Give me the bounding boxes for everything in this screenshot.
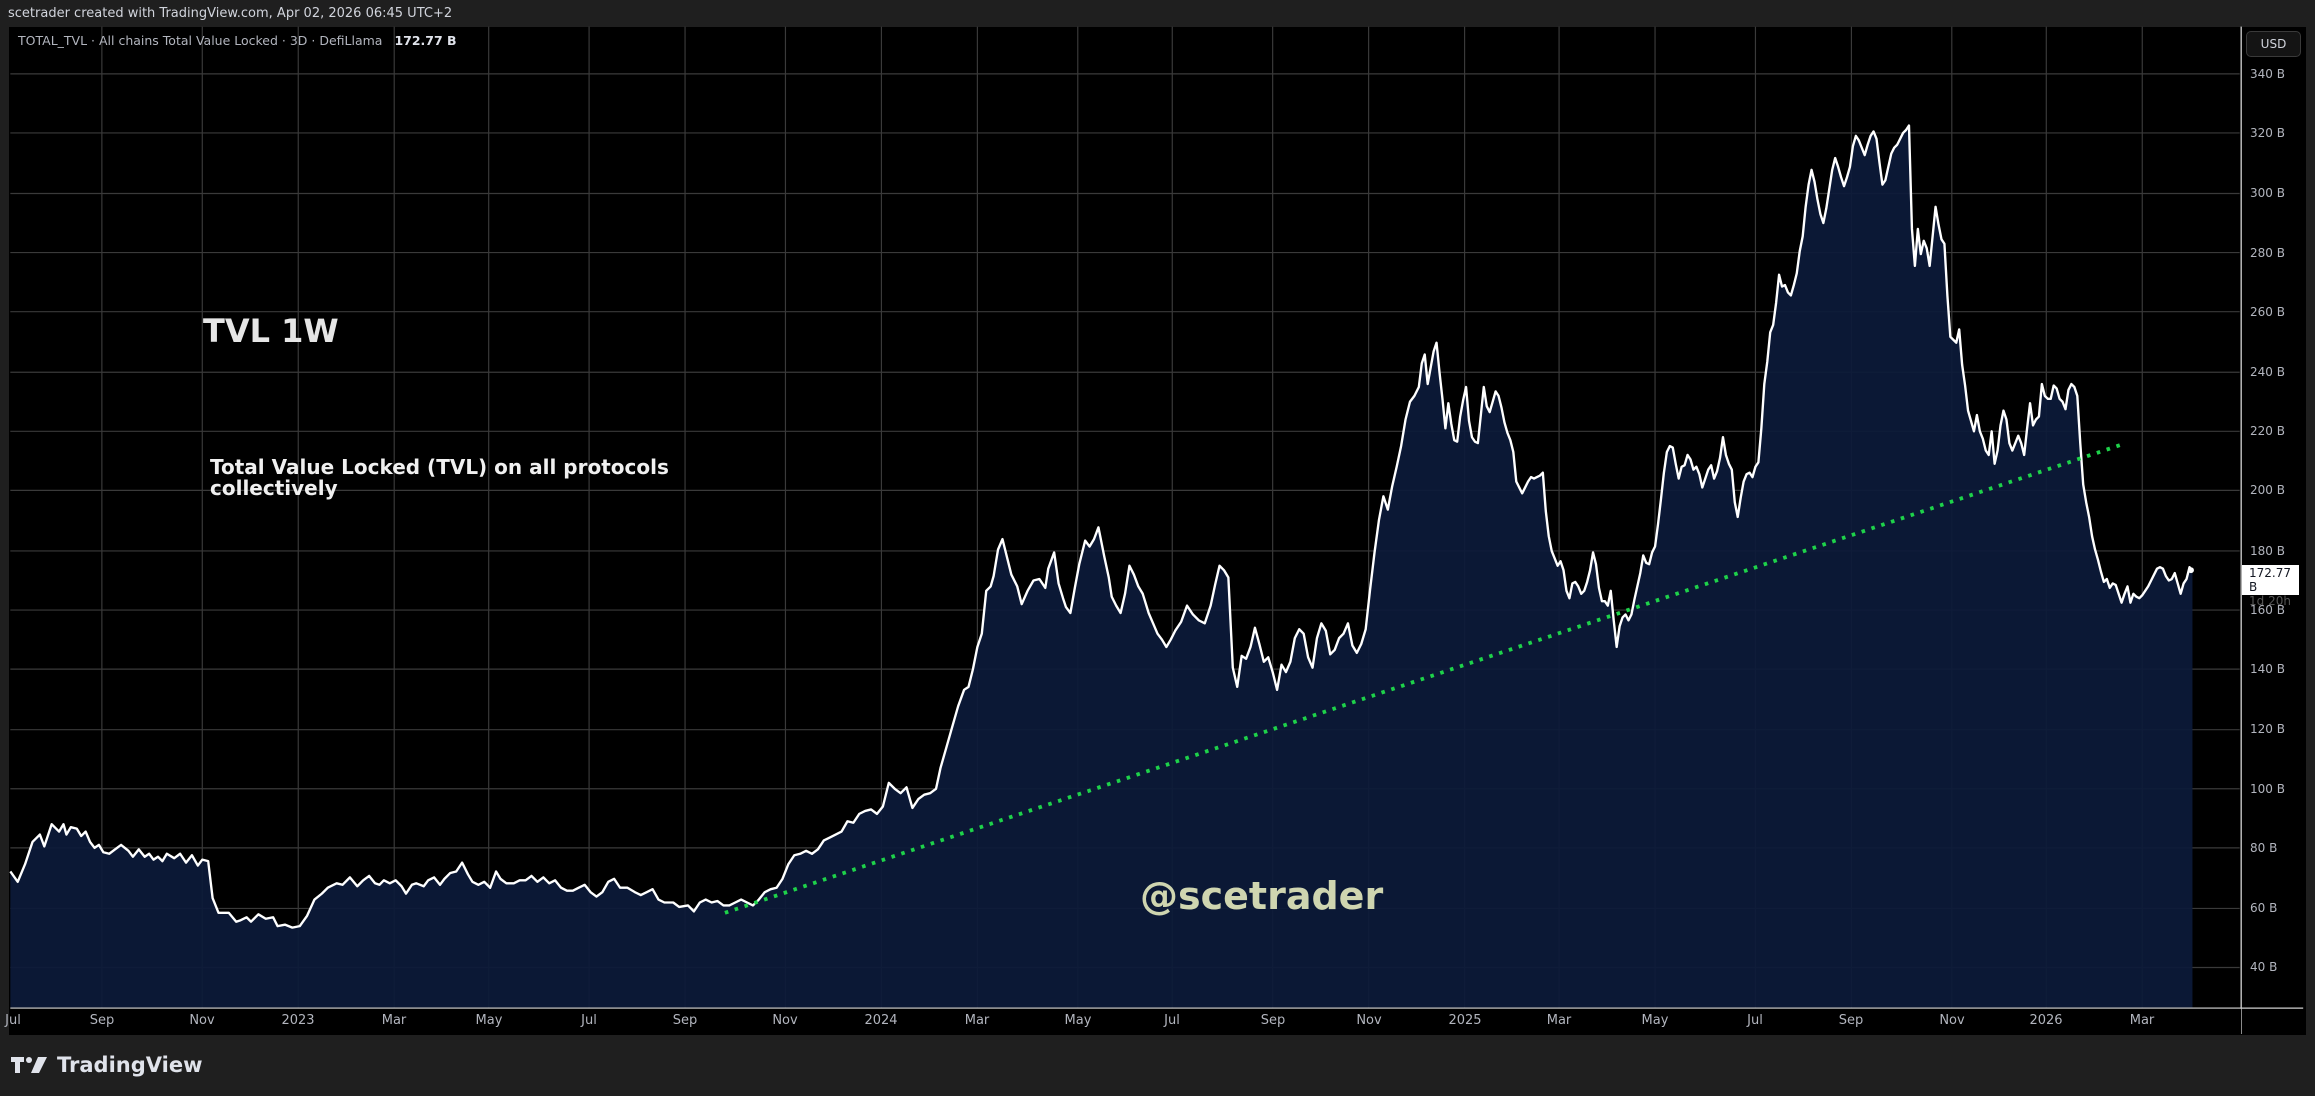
tvl-area-fill (10, 125, 2193, 1008)
x-tick-2026: 2026 (2029, 1013, 2063, 1028)
x-tick-nov-2022: Nov (189, 1013, 215, 1028)
attribution-bar: scetrader created with TradingView.com, … (0, 0, 2315, 28)
x-tick-2024: 2024 (864, 1013, 898, 1028)
author-watermark[interactable]: @scetrader (1140, 874, 1384, 918)
y-tick-200: 200 B (2250, 483, 2285, 497)
x-tick-may-2023: May (475, 1013, 503, 1028)
y-tick-120: 120 B (2250, 722, 2285, 736)
description-line-1: Total Value Locked (TVL) on all protocol… (210, 455, 669, 479)
symbol-description: TOTAL_TVL · All chains Total Value Locke… (18, 33, 383, 48)
y-tick-220: 220 B (2250, 424, 2285, 438)
x-tick-jul-2023: Jul (581, 1013, 597, 1028)
series-legend[interactable]: TOTAL_TVL · All chains Total Value Locke… (18, 33, 457, 48)
y-tick-300: 300 B (2250, 186, 2285, 200)
x-tick-sep-2024: Sep (1260, 1013, 1286, 1028)
y-tick-320: 320 B (2250, 126, 2285, 140)
x-tick-nov-2025: Nov (1939, 1013, 1965, 1028)
x-tick-mar-2026: Mar (2129, 1013, 2155, 1028)
description-line-2: collectively (210, 476, 338, 500)
x-tick-mar-2023: Mar (381, 1013, 407, 1028)
currency-button[interactable]: USD (2246, 31, 2301, 57)
brand-name: TradingView (57, 1053, 203, 1077)
chart-annotation-description[interactable]: Total Value Locked (TVL) on all protocol… (210, 457, 669, 499)
x-tick-may-2024: May (1064, 1013, 1092, 1028)
x-tick-sep-2023: Sep (672, 1013, 698, 1028)
y-tick-240: 240 B (2250, 365, 2285, 379)
tvl-line (9, 124, 2194, 929)
time-axis-bg (10, 1008, 2242, 1034)
x-tick-jul-2024: Jul (1164, 1013, 1180, 1028)
last-price-value: 172.77 B (2249, 566, 2291, 594)
last-price-label: 172.77 B 1d 20h (2242, 565, 2299, 608)
x-tick-mar-2025: Mar (1546, 1013, 1572, 1028)
y-tick-60: 60 B (2250, 901, 2278, 915)
x-tick-nov-2023: Nov (772, 1013, 798, 1028)
x-tick-sep-2025: Sep (1838, 1013, 1864, 1028)
y-tick-280: 280 B (2250, 246, 2285, 260)
x-tick-sep-2022: Sep (89, 1013, 115, 1028)
x-tick-2023: 2023 (281, 1013, 315, 1028)
x-tick-nov-2024: Nov (1356, 1013, 1382, 1028)
y-tick-180: 180 B (2250, 544, 2285, 558)
chart-annotation-title[interactable]: TVL 1W (203, 312, 339, 350)
y-tick-80: 80 B (2250, 841, 2278, 855)
y-tick-40: 40 B (2250, 960, 2278, 974)
tradingview-logo-icon (11, 1057, 47, 1073)
tradingview-brand[interactable]: TradingView (11, 1053, 202, 1077)
x-tick-jul-2022: Jul (5, 1013, 21, 1028)
trendline[interactable] (724, 441, 2127, 915)
x-tick-2025: 2025 (1448, 1013, 1482, 1028)
y-tick-100: 100 B (2250, 782, 2285, 796)
legend-last-value: 172.77 B (394, 33, 457, 48)
x-tick-jul-2025: Jul (1747, 1013, 1763, 1028)
x-tick-mar-2024: Mar (964, 1013, 990, 1028)
attribution-text: scetrader created with TradingView.com, … (8, 6, 453, 21)
bar-countdown: 1d 20h (2249, 594, 2291, 608)
y-tick-140: 140 B (2250, 662, 2285, 676)
y-tick-160: 160 B (2250, 603, 2285, 617)
y-tick-340: 340 B (2250, 67, 2285, 81)
y-tick-260: 260 B (2250, 305, 2285, 319)
last-point-marker (2188, 567, 2194, 574)
x-tick-may-2025: May (1641, 1013, 1669, 1028)
